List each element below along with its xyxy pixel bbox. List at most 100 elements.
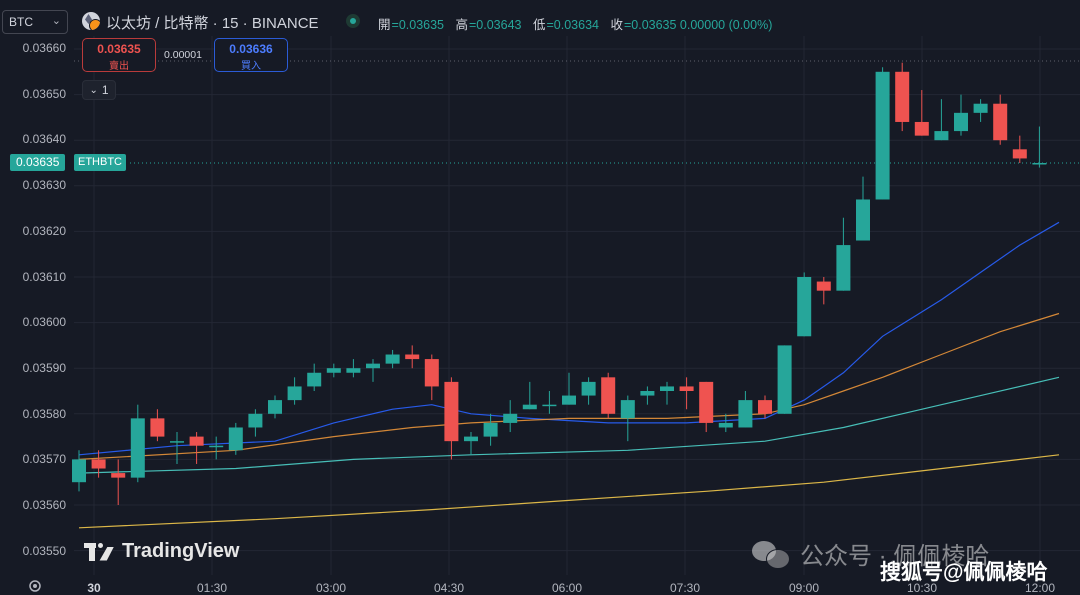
price-tick: 0.03660	[22, 41, 66, 55]
candle-body	[954, 112, 968, 132]
candle-body	[424, 359, 439, 387]
candle-body	[856, 199, 870, 241]
chevron-down-icon: ⌄	[89, 84, 98, 96]
chart-title[interactable]: 以太坊 / 比特幣 · 15 · BINANCE	[106, 15, 319, 32]
last-price-tag: 0.03635	[10, 154, 66, 171]
wechat-icon	[752, 539, 790, 569]
candle-body	[268, 400, 282, 414]
candle-body	[738, 400, 753, 428]
candle-body	[620, 400, 635, 419]
tradingview-icon	[84, 542, 114, 561]
price-tick: 0.03650	[22, 87, 66, 101]
time-tick: 03:00	[315, 581, 347, 595]
candle-body	[542, 404, 557, 407]
buy-button[interactable]: 0.03636 買入	[214, 38, 288, 72]
candle-body	[581, 381, 596, 396]
time-tick: 10:30	[906, 581, 938, 595]
candle-body	[228, 427, 243, 451]
candle-body	[895, 71, 910, 122]
candle-body	[679, 386, 694, 391]
candle-body	[797, 277, 812, 337]
tradingview-logo: TradingView	[84, 540, 239, 563]
candle-body	[522, 404, 537, 410]
price-tick: 0.03630	[22, 178, 66, 192]
collapse-count: 1	[101, 83, 109, 97]
ohlc-open-value: =0.03635	[391, 18, 444, 32]
price-tick: 0.03640	[22, 132, 66, 146]
candle-body	[993, 103, 1008, 141]
candle-body	[816, 281, 831, 291]
candle-body	[307, 372, 322, 387]
candle-body	[248, 413, 263, 428]
candle-body	[718, 422, 733, 428]
ohlc-close-label: 收	[610, 18, 623, 32]
price-tick: 0.03580	[22, 407, 66, 421]
chevron-down-icon: ⌄	[51, 15, 61, 27]
candle-body	[1012, 149, 1027, 159]
moving-average-line	[78, 376, 1060, 474]
buy-label: 買入	[241, 61, 261, 72]
gear-icon[interactable]	[28, 579, 42, 593]
candle-body	[699, 381, 714, 423]
candle-body	[385, 354, 400, 364]
candle-body	[836, 245, 851, 291]
ohlc-high-label: 高	[455, 18, 468, 32]
candle-body	[366, 363, 380, 369]
candle-body	[72, 459, 86, 483]
candle-body	[209, 445, 224, 448]
wechat-watermark-text: 公众号 · 佩佩棱哈	[800, 543, 990, 570]
symbol-select-value: BTC	[9, 15, 33, 29]
time-tick: 30	[87, 581, 101, 595]
time-tick: 07:30	[669, 581, 701, 595]
time-tick: 01:30	[196, 581, 228, 595]
buy-price: 0.03636	[229, 42, 273, 56]
chart-header: BTC ⌄ 以太坊 / 比特幣 · 15 · BINANCE 開=0.03635…	[0, 8, 1080, 36]
price-tick: 0.03590	[22, 361, 66, 375]
candle-body	[91, 459, 106, 469]
symbol-select[interactable]: BTC ⌄	[2, 10, 68, 34]
candle-body	[111, 473, 126, 478]
candle-body	[150, 418, 165, 437]
spread-value: 0.00001	[164, 49, 202, 61]
candle-body	[601, 377, 616, 414]
time-tick: 12:00	[1024, 581, 1056, 595]
candle-body	[1032, 163, 1047, 165]
candle-body	[758, 400, 772, 414]
candle-body	[640, 391, 655, 396]
moving-average-line	[78, 454, 1060, 529]
market-status-icon[interactable]	[346, 14, 360, 28]
price-tick: 0.03600	[22, 315, 66, 329]
candle-body	[130, 418, 145, 478]
candle-body	[660, 386, 674, 391]
candle-body	[189, 436, 204, 446]
candle-body	[875, 71, 890, 200]
time-tick: 06:00	[551, 581, 583, 595]
ohlc-legend: 開=0.03635 高=0.03643 低=0.03634 收=0.03635 …	[378, 14, 780, 33]
candle-body	[562, 395, 576, 405]
last-symbol-tag: ETHBTC	[74, 154, 126, 171]
time-tick: 04:30	[433, 581, 465, 595]
ohlc-close-value: =0.03635 0.00000 (0.00%)	[623, 18, 773, 32]
price-tick: 0.03610	[22, 270, 66, 284]
moving-average-line	[78, 221, 1060, 456]
ohlc-low-label: 低	[532, 18, 546, 32]
sell-button[interactable]: 0.03635 賣出	[82, 38, 156, 72]
sohu-watermark: 搜狐号@佩佩棱哈	[880, 561, 1048, 584]
sell-label: 賣出	[109, 61, 129, 72]
indicator-collapse-button[interactable]: ⌄ 1	[82, 80, 116, 100]
wechat-watermark: 公众号 · 佩佩棱哈	[752, 536, 989, 571]
price-tick: 0.03620	[22, 224, 66, 238]
moving-average-line	[78, 312, 1060, 460]
candle-body	[914, 121, 929, 136]
candle-body	[444, 381, 459, 442]
candle-body	[405, 354, 420, 360]
candle-body	[326, 368, 341, 373]
time-tick: 09:00	[788, 581, 820, 595]
candle-body	[170, 441, 184, 443]
candle-body	[464, 436, 478, 442]
price-tick: 0.03570	[22, 452, 66, 466]
candle-body	[346, 368, 361, 373]
candle-body	[483, 422, 498, 437]
candle-body	[934, 131, 949, 141]
